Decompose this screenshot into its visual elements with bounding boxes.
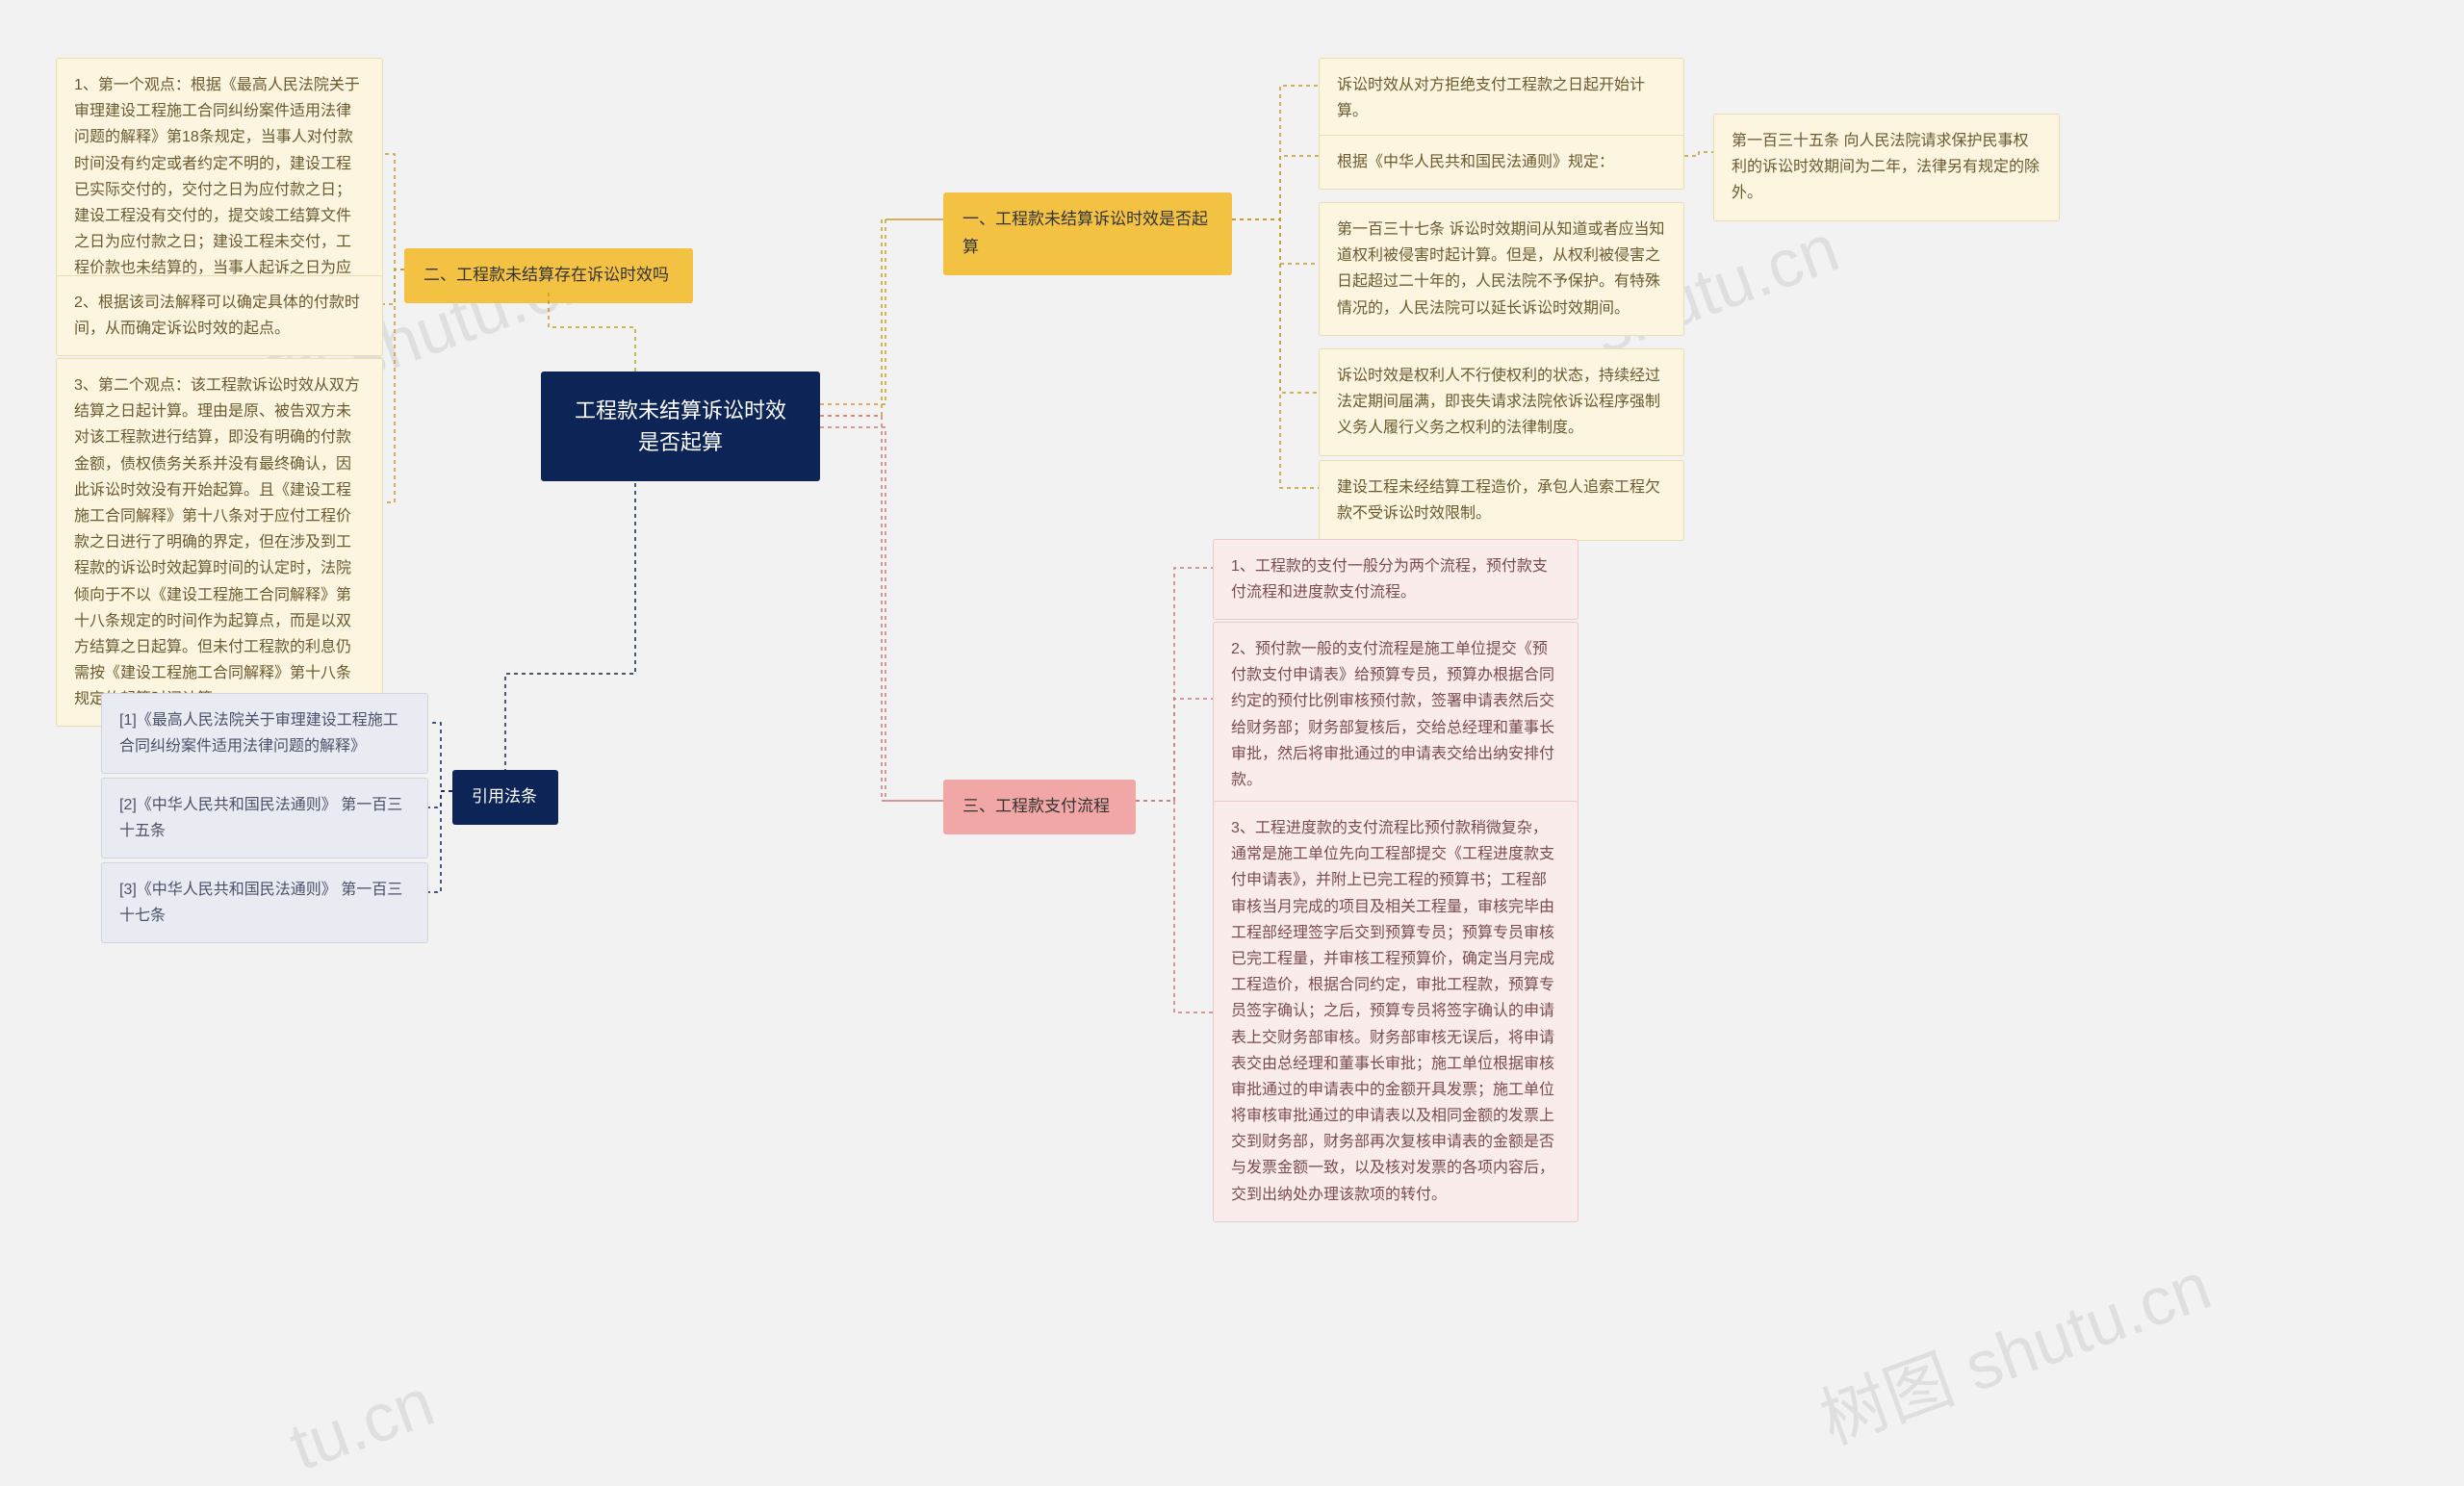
leaf-1-1: 诉讼时效从对方拒绝支付工程款之日起开始计算。 — [1319, 58, 1684, 139]
branch-two: 二、工程款未结算存在诉讼时效吗 — [404, 248, 693, 303]
watermark: tu.cn — [280, 1363, 444, 1485]
leaf-1-3: 第一百三十七条 诉讼时效期间从知道或者应当知道权利被侵害时起计算。但是，从权利被… — [1319, 202, 1684, 336]
leaf-2-3: 3、第二个观点：该工程款诉讼时效从双方结算之日起计算。理由是原、被告双方未对该工… — [56, 358, 383, 727]
branch-one-label: 一、工程款未结算诉讼时效是否起算 — [962, 210, 1208, 256]
leaf-1-4: 诉讼时效是权利人不行使权利的状态，持续经过法定期间届满，即丧失请求法院依诉讼程序… — [1319, 348, 1684, 456]
leaf-3-1: 1、工程款的支付一般分为两个流程，预付款支付流程和进度款支付流程。 — [1213, 539, 1578, 620]
leaf-2-2: 2、根据该司法解释可以确定具体的付款时间，从而确定诉讼时效的起点。 — [56, 275, 383, 356]
leaf-1-5: 建设工程未经结算工程造价，承包人追索工程欠款不受诉讼时效限制。 — [1319, 460, 1684, 541]
leaf-law-3: [3]《中华人民共和国民法通则》 第一百三十七条 — [101, 862, 428, 943]
branch-two-label: 二、工程款未结算存在诉讼时效吗 — [424, 266, 669, 284]
leaf-3-3: 3、工程进度款的支付流程比预付款稍微复杂，通常是施工单位先向工程部提交《工程进度… — [1213, 801, 1578, 1222]
branch-one: 一、工程款未结算诉讼时效是否起算 — [943, 192, 1232, 275]
branch-law: 引用法条 — [452, 770, 558, 825]
leaf-law-1: [1]《最高人民法院关于审理建设工程施工合同纠纷案件适用法律问题的解释》 — [101, 693, 428, 774]
watermark: 树图 shutu.cn — [1806, 1233, 2222, 1464]
leaf-3-2: 2、预付款一般的支付流程是施工单位提交《预付款支付申请表》给预算专员，预算办根据… — [1213, 622, 1578, 807]
root-node: 工程款未结算诉讼时效是否起算 — [541, 372, 820, 481]
branch-three-label: 三、工程款支付流程 — [962, 797, 1110, 815]
root-text: 工程款未结算诉讼时效是否起算 — [575, 398, 786, 454]
branch-law-label: 引用法条 — [472, 787, 537, 806]
leaf-1-2: 根据《中华人民共和国民法通则》规定： — [1319, 135, 1684, 190]
leaf-1-2-sub: 第一百三十五条 向人民法院请求保护民事权利的诉讼时效期间为二年，法律另有规定的除… — [1713, 114, 2060, 221]
leaf-law-2: [2]《中华人民共和国民法通则》 第一百三十五条 — [101, 778, 428, 858]
branch-three: 三、工程款支付流程 — [943, 780, 1136, 834]
